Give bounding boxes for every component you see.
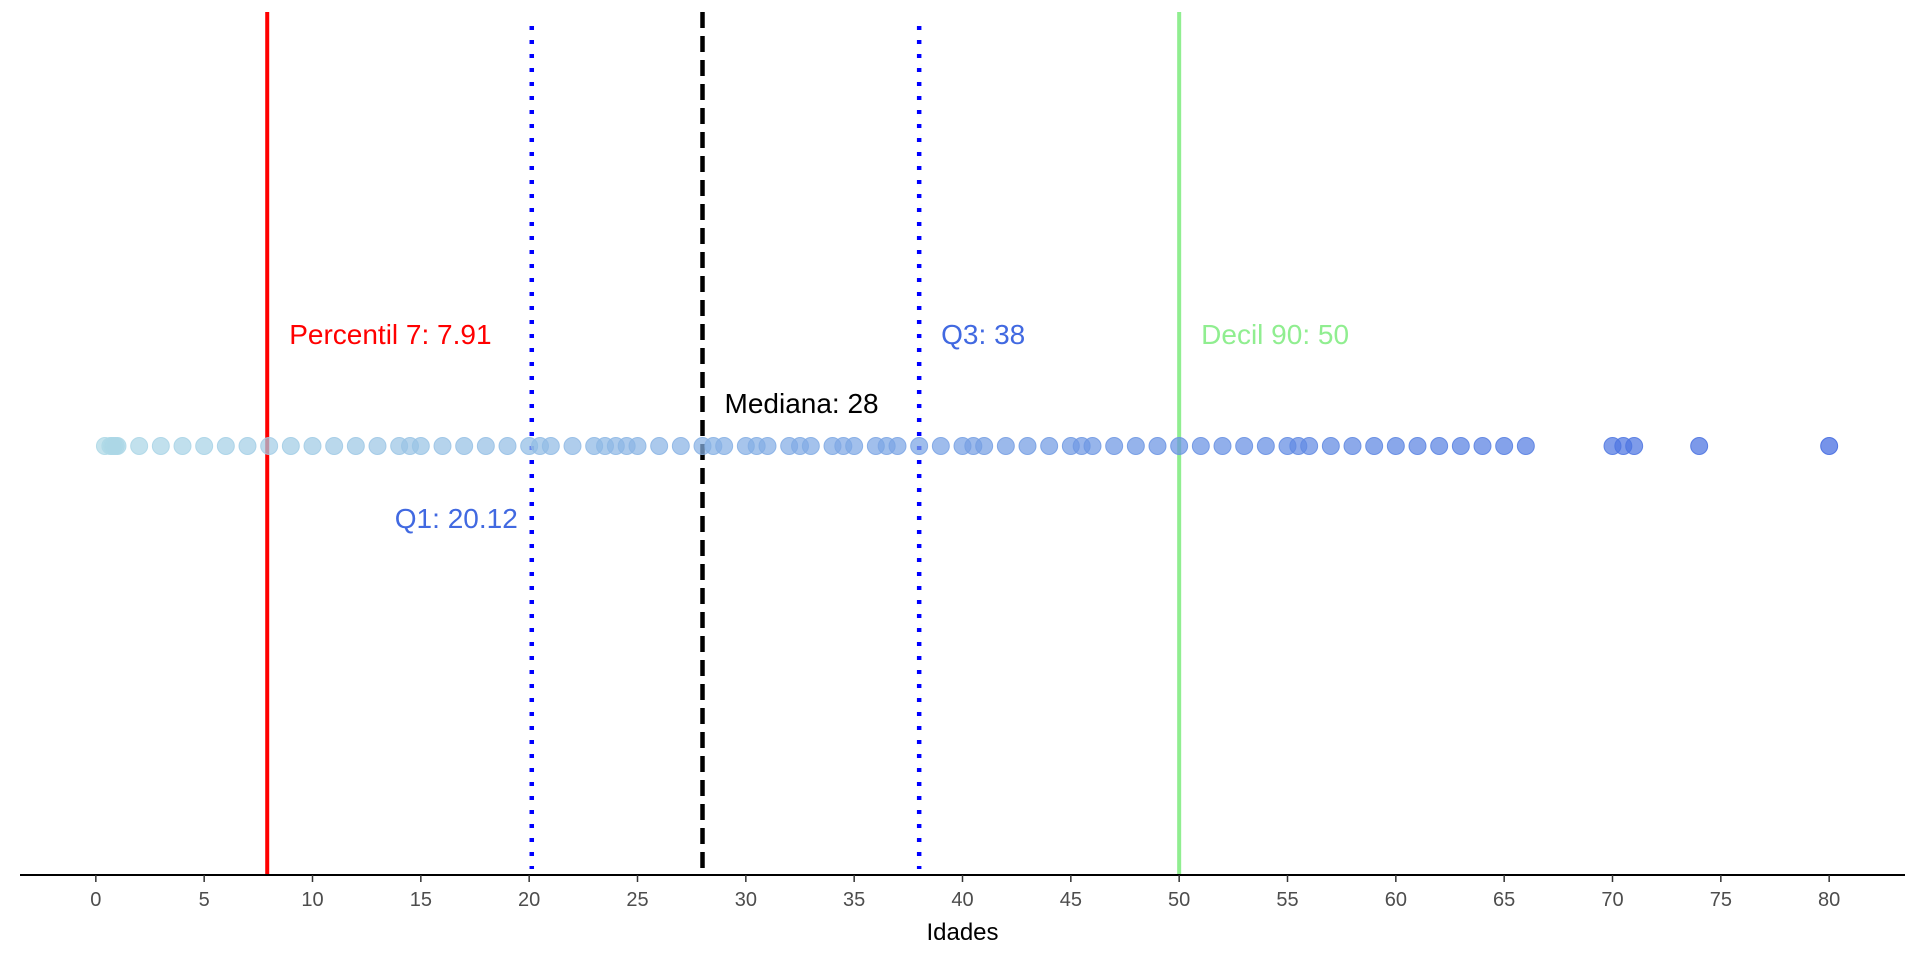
x-tick-label: 70 (1601, 889, 1623, 911)
data-point (996, 437, 1015, 455)
reference-annotations: Percentil 7: 7.91 Q1: 20.12 Mediana: 28 Q3:… (289, 319, 1349, 534)
data-point (975, 437, 994, 455)
x-tick-label: 25 (626, 889, 648, 911)
annotation-q3: Q3: 38 (941, 319, 1025, 350)
annotation-text-decil-90: Decil 90: 50 (1201, 319, 1349, 350)
x-tick-label: 30 (735, 889, 757, 911)
data-point (108, 437, 127, 455)
annotation-percentil-7: Percentil 7: 7.91 (289, 319, 491, 350)
annotation-mediana: Mediana: 28 (725, 388, 879, 419)
data-point (346, 437, 365, 455)
data-point (1408, 437, 1427, 455)
data-point (238, 437, 257, 455)
data-point (1430, 437, 1449, 455)
data-point (1300, 437, 1319, 455)
data-point (325, 437, 344, 455)
annotation-text-q1: Q1: 20.12 (395, 503, 518, 534)
data-point (1256, 437, 1275, 455)
x-tick-label: 5 (199, 889, 210, 911)
data-point (411, 437, 430, 455)
data-point (1126, 437, 1145, 455)
data-point (1148, 437, 1167, 455)
data-point (216, 437, 235, 455)
x-tick-label: 45 (1060, 889, 1082, 911)
x-tick-label: 55 (1276, 889, 1298, 911)
data-point (368, 437, 387, 455)
data-point (1213, 437, 1232, 455)
data-point (455, 437, 474, 455)
data-point (498, 437, 517, 455)
data-point (476, 437, 495, 455)
data-point (628, 437, 647, 455)
data-point (1820, 437, 1839, 455)
data-point (195, 437, 214, 455)
data-point (1235, 437, 1254, 455)
data-point (260, 437, 279, 455)
data-point (281, 437, 300, 455)
data-point (1495, 437, 1514, 455)
data-point (1083, 437, 1102, 455)
data-point (130, 437, 149, 455)
data-point (650, 437, 669, 455)
x-tick-label: 60 (1385, 889, 1407, 911)
data-point (715, 437, 734, 455)
data-point (1690, 437, 1709, 455)
data-point (563, 437, 582, 455)
data-point (541, 437, 560, 455)
annotation-text-q3: Q3: 38 (941, 319, 1025, 350)
x-tick-label: 65 (1493, 889, 1515, 911)
data-point (671, 437, 690, 455)
data-point (1040, 437, 1059, 455)
annotation-q1: Q1: 20.12 (395, 503, 518, 534)
x-tick-label: 75 (1710, 889, 1732, 911)
data-point (303, 437, 322, 455)
data-point (931, 437, 950, 455)
x-tick-label: 10 (301, 889, 323, 911)
x-tick-label: 35 (843, 889, 865, 911)
data-point (801, 437, 820, 455)
x-tick-label: 80 (1818, 889, 1840, 911)
x-axis-title: Idades (926, 919, 998, 946)
x-axis: 0 5 10 15 20 25 30 35 40 45 50 55 60 65 70 75 80 Idades (20, 874, 1905, 946)
data-points (95, 437, 1839, 455)
data-point (1625, 437, 1644, 455)
x-tick-label: 0 (90, 889, 101, 911)
data-point (1170, 437, 1189, 455)
data-point (173, 437, 192, 455)
annotation-text-percentil-7: Percentil 7: 7.91 (289, 319, 491, 350)
data-point (888, 437, 907, 455)
x-ticks: 0 5 10 15 20 25 30 35 40 45 50 55 60 65 70 75 80 (90, 875, 1840, 911)
data-point (1516, 437, 1535, 455)
annotation-decil-90: Decil 90: 50 (1201, 319, 1349, 350)
data-point (1386, 437, 1405, 455)
x-tick-label: 40 (951, 889, 973, 911)
data-point (1365, 437, 1384, 455)
data-point (1321, 437, 1340, 455)
data-point (151, 437, 170, 455)
data-point (1191, 437, 1210, 455)
data-point (1018, 437, 1037, 455)
data-point (758, 437, 777, 455)
data-point (910, 437, 929, 455)
data-point (1451, 437, 1470, 455)
data-point (1105, 437, 1124, 455)
annotation-text-mediana: Mediana: 28 (725, 388, 879, 419)
data-point (433, 437, 452, 455)
x-tick-label: 20 (518, 889, 540, 911)
data-point (1473, 437, 1492, 455)
data-point (1343, 437, 1362, 455)
x-tick-label: 15 (410, 889, 432, 911)
x-tick-label: 50 (1168, 889, 1190, 911)
data-point (845, 437, 864, 455)
